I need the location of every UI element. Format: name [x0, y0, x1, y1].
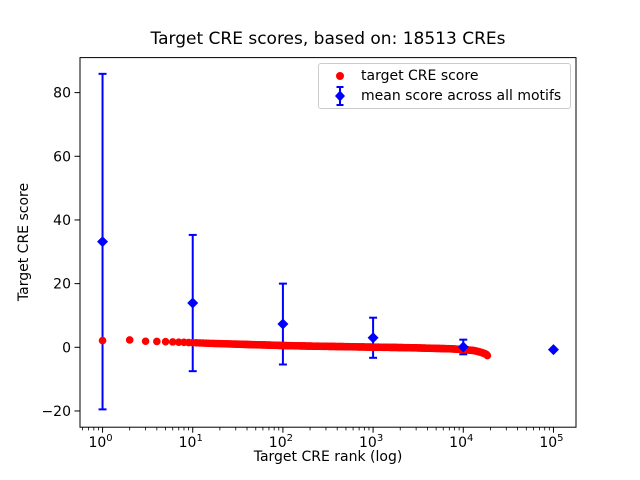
x-axis-minor-ticks: [82, 427, 550, 431]
red-circle-marker-icon: [319, 70, 361, 82]
y-axis-label: Target CRE score: [16, 182, 32, 302]
axes-frame: [79, 57, 577, 428]
x-tick-label: 100: [88, 433, 112, 451]
legend-item-target-cre-score: target CRE score: [319, 66, 570, 86]
blue-diamond-errorbar-marker-icon: [319, 85, 361, 107]
x-axis-label: Target CRE rank (log): [253, 449, 403, 465]
y-tick-label: 0: [62, 340, 71, 356]
y-axis-ticks: −20 0 20 40 60 80: [41, 86, 80, 420]
x-tick-label: 101: [179, 433, 203, 451]
x-tick-label: 105: [539, 433, 563, 451]
legend: target CRE score mean score across all m…: [318, 63, 571, 109]
x-axis-ticks: 100 101 102 103 104 105: [88, 427, 564, 451]
x-tick-label: 102: [269, 433, 293, 451]
y-tick-label: 60: [53, 149, 71, 165]
y-tick-label: −20: [41, 404, 71, 420]
legend-label: mean score across all motifs: [361, 88, 562, 105]
target-cre-score-series: [98, 336, 492, 360]
legend-item-mean-score: mean score across all motifs: [319, 85, 570, 107]
chart-title: Target CRE scores, based on: 18513 CREs: [150, 29, 506, 49]
legend-label: target CRE score: [361, 67, 479, 84]
y-tick-label: 20: [53, 277, 71, 293]
x-tick-label: 104: [449, 433, 473, 451]
mean-score-errorbars: [98, 72, 468, 411]
y-tick-label: 40: [53, 213, 71, 229]
x-tick-label: 103: [359, 433, 383, 451]
mean-score-diamonds: [97, 236, 559, 356]
y-tick-label: 80: [53, 86, 71, 102]
